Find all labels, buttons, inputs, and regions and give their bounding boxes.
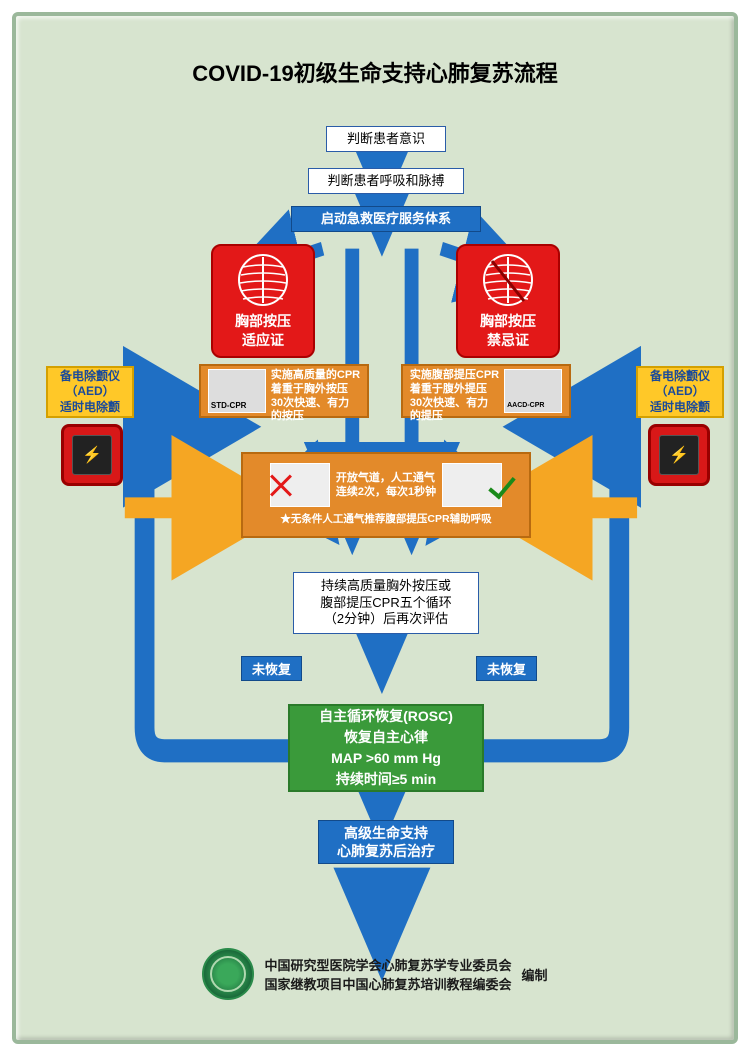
mouth-to-mouth-image (270, 463, 330, 507)
footer-suffix: 编制 (522, 965, 548, 984)
label-line-1: 胸部按压 (235, 312, 291, 330)
page-title: COVID-19初级生命支持心肺复苏流程 (16, 16, 734, 88)
footer-line-1: 中国研究型医院学会心肺复苏学专业委员会 (264, 955, 511, 974)
node-reassess: 持续高质量胸外按压或 腹部提压CPR五个循环 （2分钟）后再次评估 (293, 572, 479, 634)
node-rosc: 自主循环恢复(ROSC) 恢复自主心律 MAP >60 mm Hg 持续时间≥5… (288, 704, 484, 792)
node-activate-ems: 启动急救医疗服务体系 (291, 206, 481, 232)
poster-frame: COVID-19初级生命支持心肺复苏流程 (12, 12, 738, 1044)
airway-star-note: ★无条件人工通气推荐腹部提压CPR辅助呼吸 (280, 513, 491, 527)
aacd-cpr-text: 实施腹部提压CPR 着重于腹外提压 30次快速、有力 的提压 (410, 369, 499, 424)
footer-text: 中国研究型医院学会心肺复苏学专业委员会 国家继教项目中国心肺复苏培训教程编委会 (264, 955, 511, 993)
node-acls: 高级生命支持 心肺复苏后治疗 (318, 820, 454, 864)
node-chest-compression-contraindication: 胸部按压 禁忌证 (456, 244, 560, 358)
ribcage-icon (478, 253, 538, 308)
loop-label-right: 未恢复 (476, 656, 537, 681)
node-assess-consciousness: 判断患者意识 (326, 126, 446, 152)
std-cpr-text: 实施高质量的CPR 着重于胸外按压 30次快速、有力 的按压 (271, 369, 360, 424)
aed-device-left (61, 424, 123, 486)
label-line-1: 胸部按压 (480, 312, 536, 330)
ribcage-icon (233, 253, 293, 308)
flowchart: 判断患者意识 判断患者呼吸和脉搏 启动急救医疗服务体系 胸部按压 适应证 胸部按… (16, 126, 734, 1040)
node-assess-breathing-pulse: 判断患者呼吸和脉搏 (308, 168, 464, 194)
node-airway-ventilation: 开放气道，人工通气 连续2次，每次1秒钟 ★无条件人工通气推荐腹部提压CPR辅助… (241, 452, 531, 538)
aed-device-right (648, 424, 710, 486)
footer-credits: 中国研究型医院学会心肺复苏学专业委员会 国家继教项目中国心肺复苏培训教程编委会 … (16, 948, 734, 1000)
aed-label-left: 备电除颤仪 （AED） 适时电除颤 (46, 366, 134, 418)
loop-label-left: 未恢复 (241, 656, 302, 681)
organization-seal-icon (202, 948, 254, 1000)
node-chest-compression-indication: 胸部按压 适应证 (211, 244, 315, 358)
aacd-cpr-image: AACD-CPR (504, 369, 562, 413)
img-caption: AACD-CPR (507, 402, 544, 411)
node-std-cpr: STD-CPR 实施高质量的CPR 着重于胸外按压 30次快速、有力 的按压 (199, 364, 369, 418)
label-line-2: 禁忌证 (487, 331, 529, 349)
aed-label-right: 备电除颤仪 （AED） 适时电除颤 (636, 366, 724, 418)
label-line-2: 适应证 (242, 331, 284, 349)
node-aacd-cpr: 实施腹部提压CPR 着重于腹外提压 30次快速、有力 的提压 AACD-CPR (401, 364, 571, 418)
img-caption: STD-CPR (211, 401, 247, 411)
airway-text: 开放气道，人工通气 连续2次，每次1秒钟 (336, 471, 436, 500)
airway-row: 开放气道，人工通气 连续2次，每次1秒钟 (270, 463, 502, 507)
abdominal-cpr-image (442, 463, 502, 507)
std-cpr-image: STD-CPR (208, 369, 266, 413)
footer-line-2: 国家继教项目中国心肺复苏培训教程编委会 (264, 974, 511, 993)
